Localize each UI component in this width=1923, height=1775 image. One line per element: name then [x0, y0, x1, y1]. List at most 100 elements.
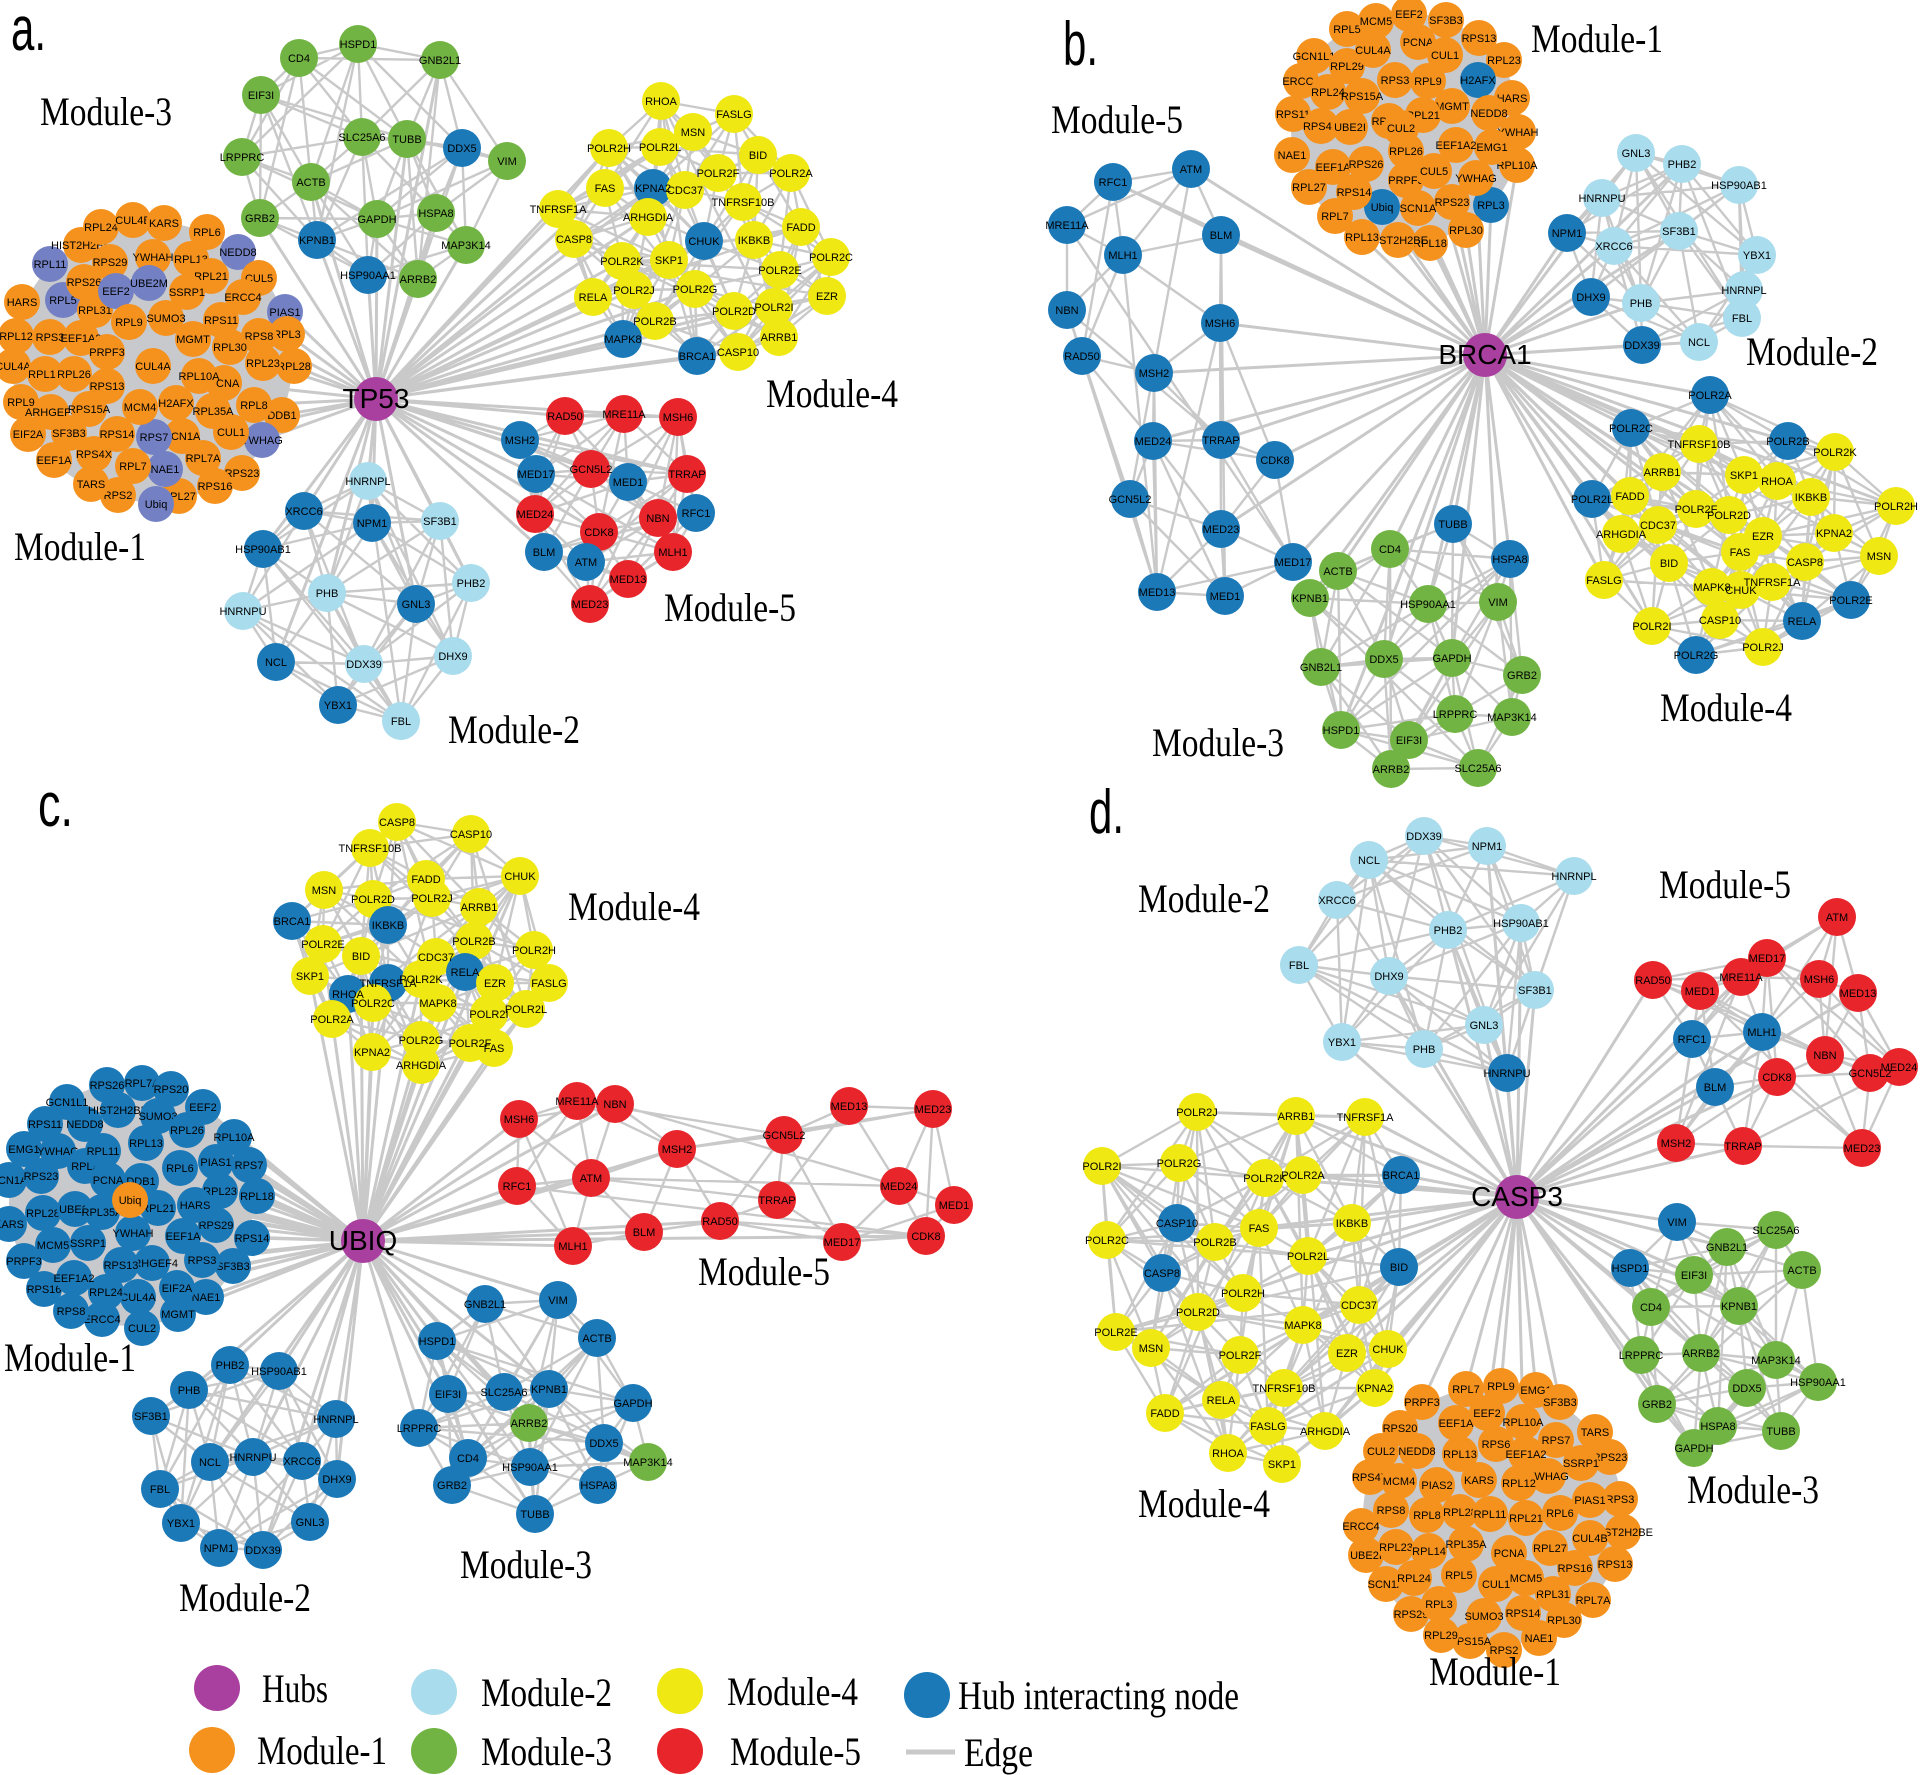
svg-text:EIF3I: EIF3I — [435, 1389, 461, 1401]
svg-text:RPS3: RPS3 — [1381, 75, 1410, 87]
svg-text:CUL4A: CUL4A — [1355, 45, 1391, 57]
svg-text:CASP8: CASP8 — [379, 817, 415, 829]
svg-text:RPS4X: RPS4X — [76, 449, 113, 461]
svg-text:GNB2L1: GNB2L1 — [464, 1299, 506, 1311]
svg-text:RPS6: RPS6 — [1482, 1439, 1511, 1451]
svg-text:Ubiq: Ubiq — [119, 1195, 142, 1207]
svg-text:FASLG: FASLG — [531, 978, 566, 990]
svg-text:MED17: MED17 — [1749, 953, 1786, 965]
svg-text:HIST2H2BE: HIST2H2BE — [1368, 235, 1428, 247]
svg-text:POLR2L: POLR2L — [1287, 1251, 1329, 1263]
svg-text:TNFRSF1A: TNFRSF1A — [1337, 1112, 1395, 1124]
svg-text:EEF1A: EEF1A — [1316, 162, 1352, 174]
svg-text:RPL23: RPL23 — [1379, 1542, 1413, 1554]
svg-text:ERCC4: ERCC4 — [1282, 76, 1319, 88]
svg-text:YWHAG: YWHAG — [241, 435, 283, 447]
svg-text:CUL2: CUL2 — [128, 1323, 156, 1335]
svg-text:SLC25A6: SLC25A6 — [1752, 1225, 1799, 1237]
svg-text:RAD50: RAD50 — [547, 411, 582, 423]
svg-text:Module-4: Module-4 — [1138, 1481, 1270, 1526]
svg-text:MED23: MED23 — [915, 1104, 952, 1116]
svg-text:GNB2L1: GNB2L1 — [1300, 662, 1342, 674]
svg-text:CHUK: CHUK — [504, 871, 536, 883]
svg-text:MSN: MSN — [1867, 551, 1892, 563]
svg-text:RPL5: RPL5 — [1333, 24, 1361, 36]
svg-text:HARS: HARS — [180, 1200, 211, 1212]
svg-text:PRPF3: PRPF3 — [1404, 1397, 1439, 1409]
svg-text:CDK8: CDK8 — [1762, 1072, 1791, 1084]
svg-text:KARS: KARS — [149, 218, 179, 230]
svg-text:RPL13: RPL13 — [1345, 232, 1379, 244]
svg-text:Module-3: Module-3 — [481, 1729, 612, 1774]
svg-text:MED17: MED17 — [518, 469, 555, 481]
svg-text:SF3B1: SF3B1 — [1662, 226, 1696, 238]
svg-text:HSPA8: HSPA8 — [418, 208, 453, 220]
svg-text:RHOA: RHOA — [332, 989, 364, 1001]
svg-text:BLM: BLM — [633, 1227, 656, 1239]
svg-text:BRCA1: BRCA1 — [274, 916, 311, 928]
svg-text:Module-1: Module-1 — [4, 1335, 136, 1380]
svg-text:CUL2: CUL2 — [1387, 123, 1415, 135]
svg-text:POLR2G: POLR2G — [1674, 650, 1719, 662]
svg-text:MAP3K14: MAP3K14 — [623, 1457, 673, 1469]
svg-text:H2AFX: H2AFX — [1460, 75, 1496, 87]
svg-text:RPL7A: RPL7A — [125, 1078, 161, 1090]
svg-text:RPS16: RPS16 — [1558, 1563, 1593, 1575]
svg-text:POLR2B: POLR2B — [1766, 436, 1809, 448]
svg-text:EZR: EZR — [484, 978, 506, 990]
svg-text:EIF3I: EIF3I — [248, 90, 274, 102]
svg-text:YWHAH: YWHAH — [133, 252, 174, 264]
svg-text:FBL: FBL — [1732, 313, 1752, 325]
svg-text:Module-5: Module-5 — [664, 585, 796, 630]
svg-text:POLR2L: POLR2L — [639, 142, 681, 154]
svg-text:RPL9: RPL9 — [7, 397, 35, 409]
svg-text:TNFRSF10B: TNFRSF10B — [1668, 439, 1731, 451]
svg-text:RPS29: RPS29 — [199, 1220, 234, 1232]
svg-text:CD4: CD4 — [288, 53, 310, 65]
svg-text:POLR2A: POLR2A — [1688, 390, 1732, 402]
svg-text:YWHAG: YWHAG — [1527, 1471, 1569, 1483]
svg-text:MED1: MED1 — [613, 477, 644, 489]
svg-text:RPS3: RPS3 — [188, 1255, 217, 1267]
svg-text:UBE2I: UBE2I — [59, 1204, 91, 1216]
svg-text:RPL7A: RPL7A — [1576, 1595, 1612, 1607]
svg-text:HNRNPU: HNRNPU — [1578, 193, 1625, 205]
svg-text:TNFRSF10B: TNFRSF10B — [339, 843, 402, 855]
svg-text:DDX39: DDX39 — [346, 659, 381, 671]
svg-text:POLR2A: POLR2A — [310, 1014, 354, 1026]
svg-text:SSRP1: SSRP1 — [1563, 1458, 1599, 1470]
svg-text:RHOA: RHOA — [645, 96, 677, 108]
svg-text:LRPPRC: LRPPRC — [1619, 1350, 1664, 1362]
svg-text:NAE1: NAE1 — [192, 1292, 221, 1304]
svg-text:UBE2I: UBE2I — [1334, 122, 1366, 134]
svg-text:b.: b. — [1063, 10, 1098, 79]
svg-text:DDX39: DDX39 — [1406, 831, 1441, 843]
svg-text:RPS23: RPS23 — [225, 468, 260, 480]
svg-text:NPM1: NPM1 — [1472, 841, 1503, 853]
svg-text:RPL10A: RPL10A — [179, 371, 221, 383]
svg-text:MCM4: MCM4 — [124, 402, 156, 414]
svg-text:CUL4A: CUL4A — [0, 361, 31, 373]
svg-text:GNL3: GNL3 — [1622, 148, 1651, 160]
svg-text:SCN1A: SCN1A — [0, 1175, 28, 1187]
svg-text:GAPDH: GAPDH — [613, 1398, 652, 1410]
svg-text:EZR: EZR — [1752, 531, 1774, 543]
svg-text:ARRB1: ARRB1 — [1644, 467, 1681, 479]
svg-text:POLR2A: POLR2A — [1281, 1170, 1325, 1182]
svg-text:GNL3: GNL3 — [1470, 1020, 1499, 1032]
svg-text:RPL3: RPL3 — [1477, 200, 1505, 212]
svg-text:RAD50: RAD50 — [702, 1216, 737, 1228]
svg-text:BID: BID — [1390, 1262, 1408, 1274]
svg-text:RHOA: RHOA — [1212, 1448, 1244, 1460]
svg-text:RPL24: RPL24 — [89, 1287, 123, 1299]
svg-text:RPL35A: RPL35A — [1446, 1539, 1488, 1551]
svg-text:HNRNPL: HNRNPL — [1551, 871, 1596, 883]
svg-text:FAS: FAS — [595, 183, 616, 195]
svg-text:RPS26: RPS26 — [67, 277, 102, 289]
svg-text:Module-1: Module-1 — [257, 1728, 387, 1773]
svg-text:FADD: FADD — [1150, 1408, 1179, 1420]
svg-text:NAE1: NAE1 — [1278, 150, 1307, 162]
svg-text:POLR2E: POLR2E — [758, 265, 801, 277]
svg-text:RPS2: RPS2 — [104, 490, 133, 502]
svg-text:POLR2F: POLR2F — [1675, 504, 1718, 516]
